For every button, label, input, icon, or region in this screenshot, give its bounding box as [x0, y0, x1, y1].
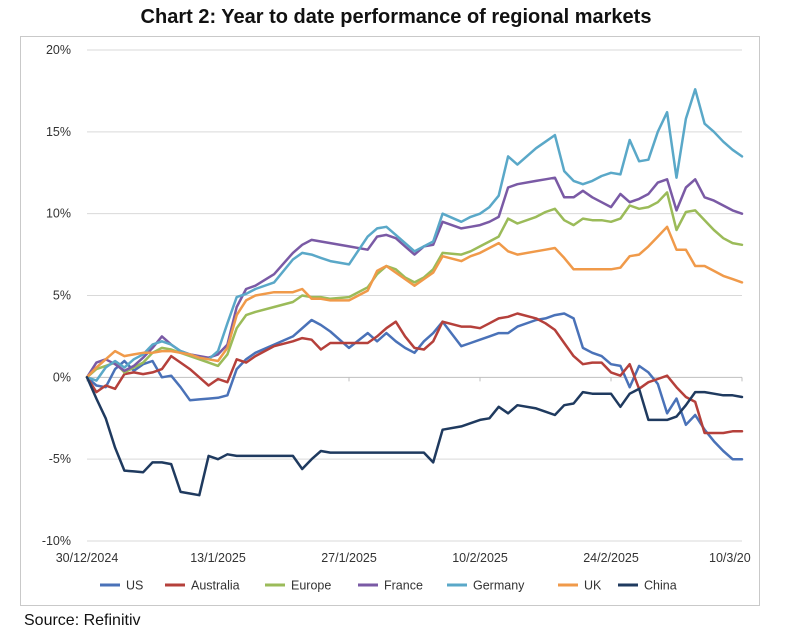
y-tick-label: -10%	[42, 534, 71, 548]
x-tick-label: 13/1/2025	[190, 551, 246, 565]
legend-label-germany: Germany	[473, 579, 525, 593]
series-line-uk	[85, 225, 744, 379]
axes: -10% -5% 0% 5% 10% 15% 20% 30/12/2024 13/1/2025 2…	[42, 43, 751, 565]
x-tick-label: 30/12/2024	[56, 551, 119, 565]
x-tick-label: 10/3/20	[709, 551, 751, 565]
chart-frame	[20, 36, 760, 606]
legend-label-uk: UK	[584, 579, 602, 593]
series-lines	[85, 88, 744, 497]
y-tick-label: 15%	[46, 125, 71, 139]
legend-label-australia: Australia	[191, 579, 240, 593]
series-line-china	[85, 376, 744, 497]
series-line-australia	[85, 312, 744, 435]
y-tick-label: -5%	[49, 452, 71, 466]
y-tick-label: 20%	[46, 43, 71, 57]
legend: US Australia Europe France Germany UK China	[100, 579, 677, 593]
series-line-us	[85, 312, 744, 461]
series-line-germany	[85, 88, 744, 382]
y-tick-label: 5%	[53, 289, 71, 303]
legend-label-europe: Europe	[291, 579, 331, 593]
source-note: Source: Refinitiv	[24, 612, 141, 629]
x-tick-label: 10/2/2025	[452, 551, 508, 565]
y-tick-label: 10%	[46, 207, 71, 221]
legend-label-france: France	[384, 579, 423, 593]
legend-label-china: China	[644, 579, 677, 593]
gridlines	[87, 49, 742, 542]
legend-label-us: US	[126, 579, 143, 593]
x-tick-label: 24/2/2025	[583, 551, 639, 565]
y-tick-label: 0%	[53, 370, 71, 384]
x-tick-label: 27/1/2025	[321, 551, 377, 565]
chart-title: Chart 2: Year to date performance of reg…	[140, 6, 652, 28]
